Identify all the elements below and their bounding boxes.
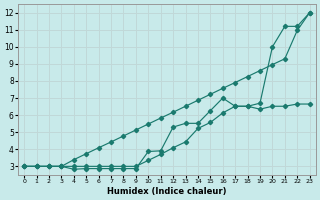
X-axis label: Humidex (Indice chaleur): Humidex (Indice chaleur) [107,187,227,196]
